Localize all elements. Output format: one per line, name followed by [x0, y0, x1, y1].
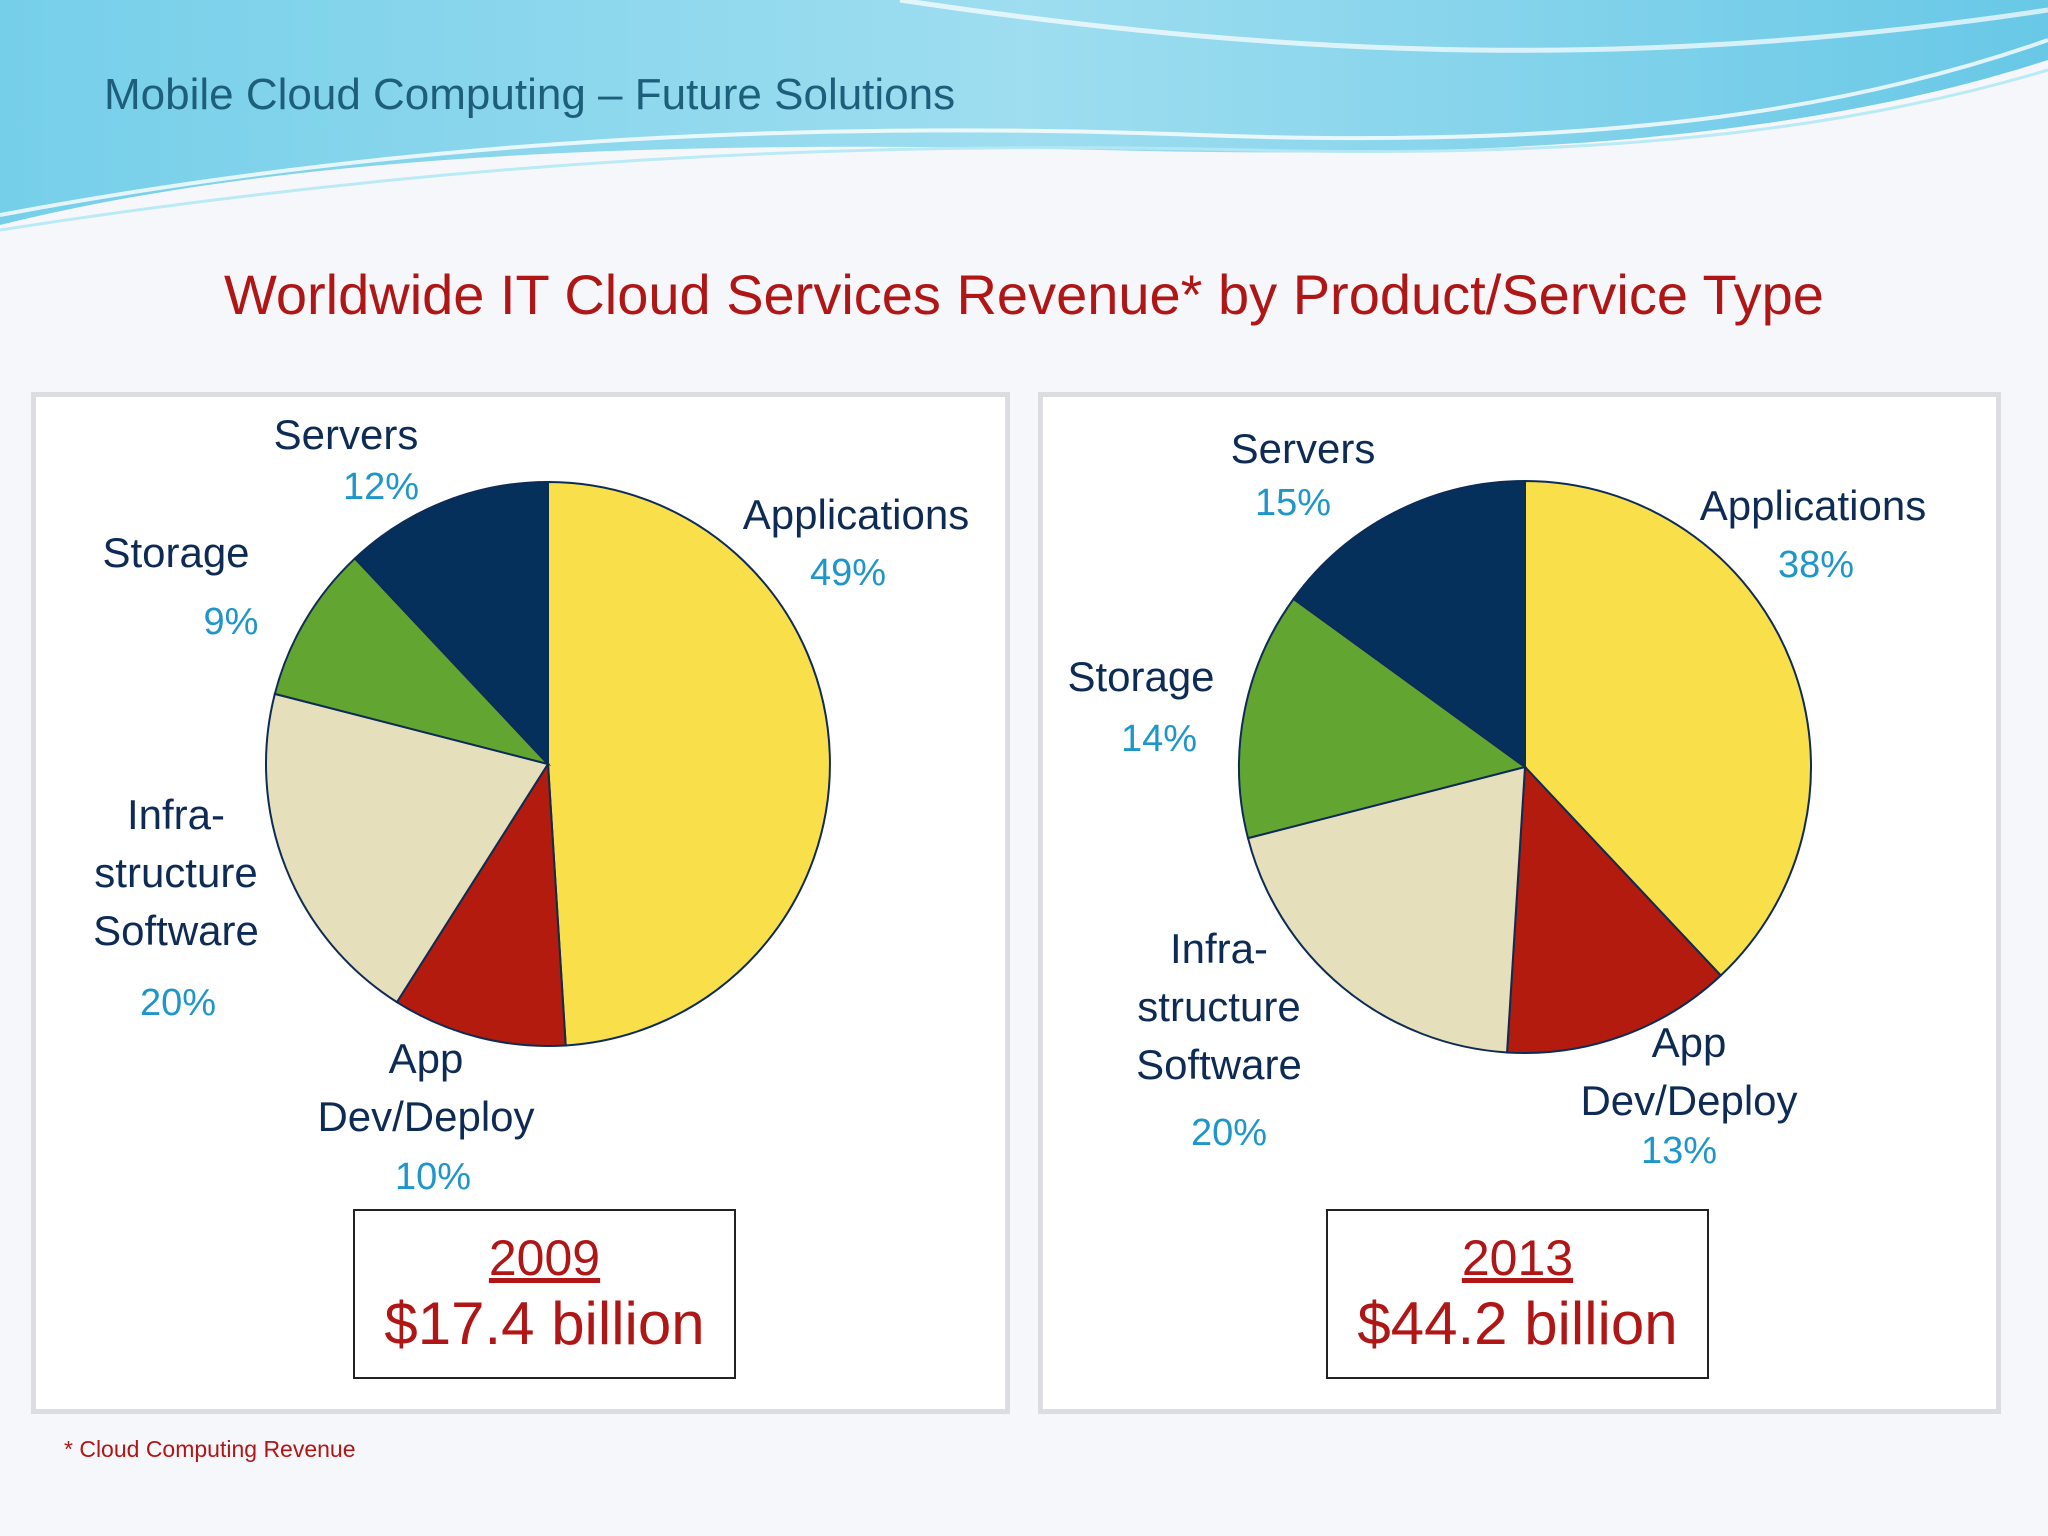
slice-name-label-infrastructure_software: Infra-structure Software: [1136, 925, 1302, 1088]
slice-name-label-servers: Servers: [274, 411, 419, 458]
slice-percent-label-app_dev_deploy: 10%: [395, 1156, 471, 1198]
header-wave-decoration: [0, 0, 2048, 232]
total-box-2009: 2009 $17.4 billion: [353, 1209, 736, 1379]
slice-percent-label-storage: 14%: [1121, 718, 1197, 760]
pie-chart-2013: Applications 38% App Dev/Deploy 13% Infra-str…: [1067, 425, 1926, 1172]
slice-percent-label-applications: 38%: [1778, 544, 1854, 586]
pie-slice-infrastructure_software: [265, 692, 550, 1004]
chart-main-title: Worldwide IT Cloud Services Revenue* by …: [224, 263, 1824, 326]
pie-slice-app_dev_deploy: [1505, 764, 1723, 1054]
total-year: 2013: [1461, 1230, 1574, 1286]
pie-slice-servers: [1292, 479, 1526, 769]
slice-percent-label-storage: 9%: [204, 601, 259, 643]
slice-percent-label-app_dev_deploy: 13%: [1641, 1130, 1717, 1172]
total-amount: $17.4 billion: [384, 1290, 705, 1357]
slice-name-label-storage: Storage: [1067, 653, 1214, 700]
slide-header: Mobile Cloud Computing – Future Solution…: [104, 70, 956, 119]
total-amount: $44.2 billion: [1357, 1290, 1678, 1357]
total-box-2013: 2013 $44.2 billion: [1326, 1209, 1709, 1379]
slice-percent-label-infrastructure_software: 20%: [140, 982, 216, 1024]
pie-slice-infrastructure_software: [1246, 765, 1527, 1054]
pie-chart-2009: Applications 49% App Dev/Deploy 10% Infra-str…: [93, 411, 969, 1198]
pie-slice-app_dev_deploy: [395, 760, 567, 1047]
slice-name-label-applications: Applications: [743, 491, 969, 538]
pie-slice-applications: [547, 480, 831, 1047]
slice-name-label-app_dev_deploy: App Dev/Deploy: [1580, 1019, 1797, 1124]
pie-slice-servers: [353, 480, 549, 767]
pie-slice-storage: [273, 557, 552, 766]
slice-percent-label-servers: 15%: [1255, 482, 1331, 524]
slice-name-label-applications: Applications: [1700, 482, 1926, 529]
slice-percent-label-infrastructure_software: 20%: [1191, 1112, 1267, 1154]
total-year: 2009: [488, 1230, 601, 1286]
footnote: * Cloud Computing Revenue: [64, 1436, 356, 1462]
slice-name-label-infrastructure_software: Infra-structure Software: [93, 791, 259, 954]
pie-panel-2009: Applications 49% App Dev/Deploy 10% Infra-str…: [31, 392, 1010, 1414]
pie-slice-applications: [1524, 479, 1812, 977]
slice-name-label-app_dev_deploy: App Dev/Deploy: [317, 1035, 534, 1140]
pie-panel-2013: Applications 38% App Dev/Deploy 13% Infra-str…: [1038, 392, 2001, 1414]
slice-name-label-storage: Storage: [102, 529, 249, 576]
pie-slice-storage: [1238, 597, 1528, 840]
slice-percent-label-servers: 12%: [343, 466, 419, 508]
slice-name-label-servers: Servers: [1231, 425, 1376, 472]
slice-percent-label-applications: 49%: [810, 552, 886, 594]
